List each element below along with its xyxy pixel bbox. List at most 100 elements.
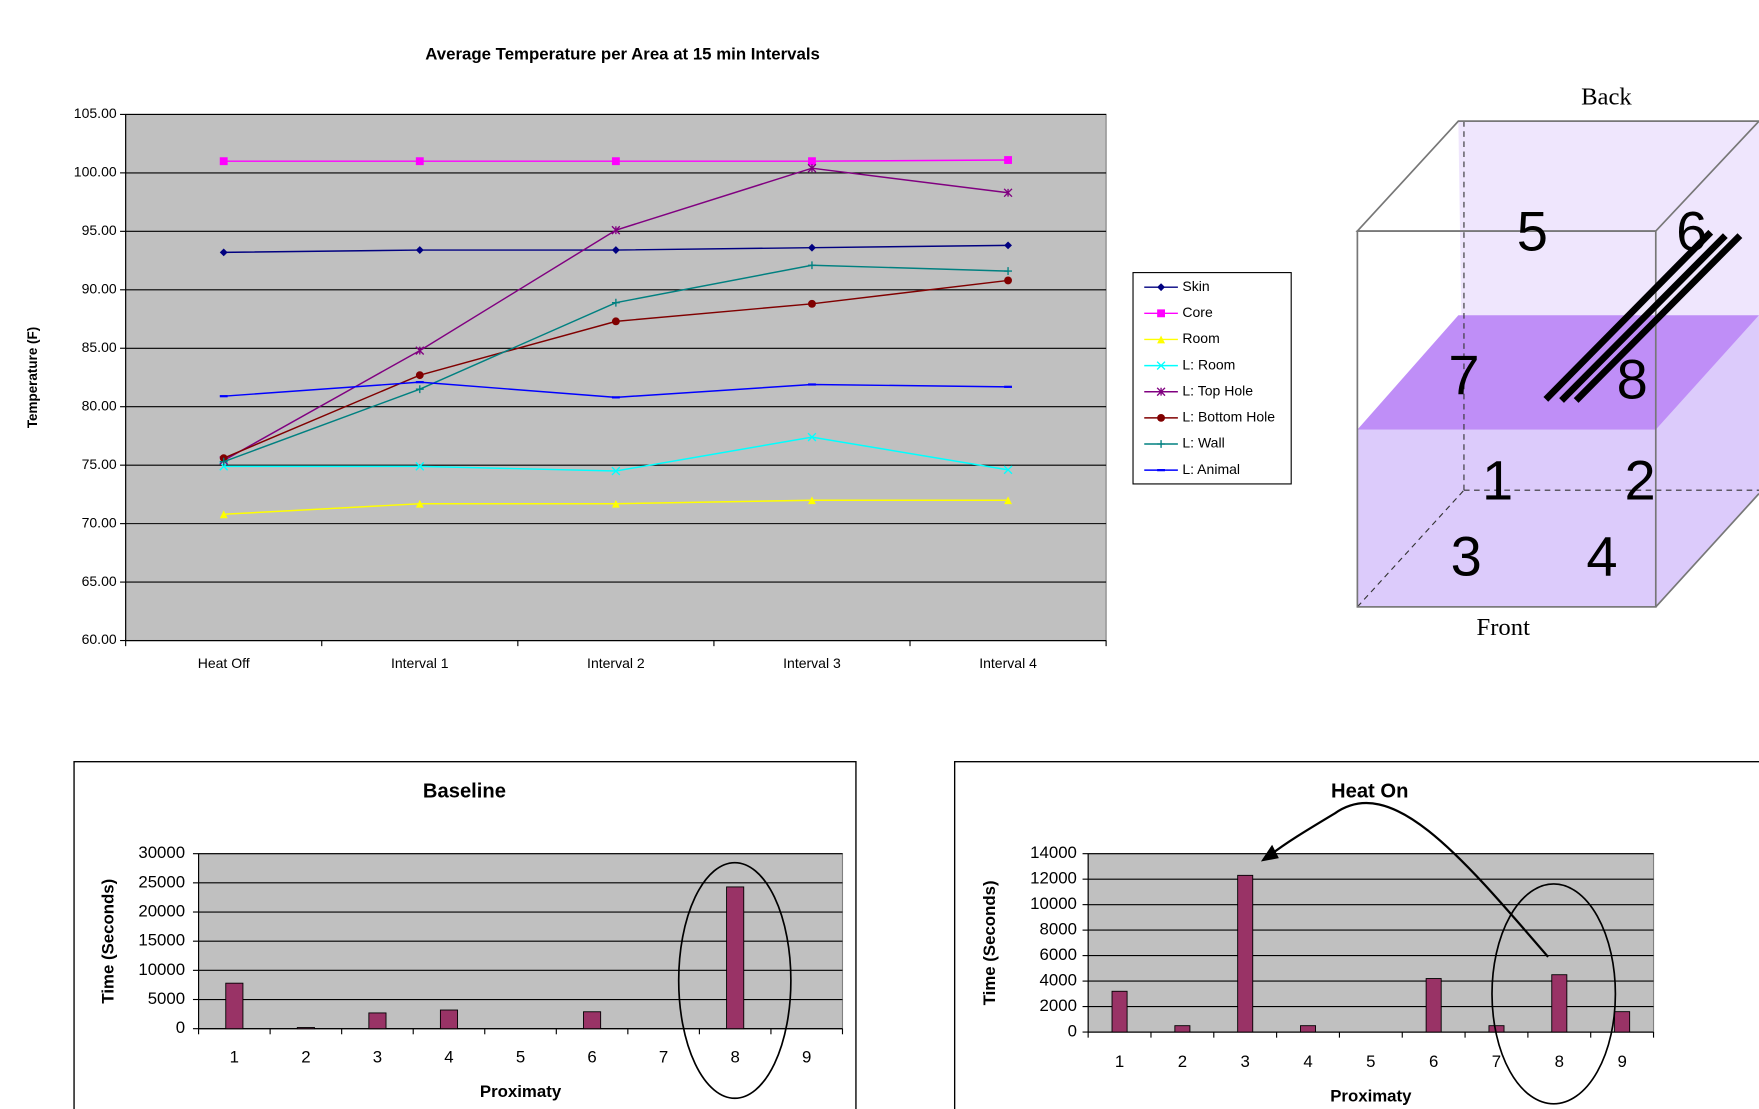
legend-label: Core — [1182, 304, 1213, 320]
bar — [1552, 975, 1567, 1032]
chart-title: Heat On — [1331, 780, 1408, 802]
chart-title: Average Temperature per Area at 15 min I… — [425, 44, 820, 63]
y-tick-label: 90.00 — [82, 280, 117, 296]
bar — [1175, 1026, 1190, 1032]
bar — [297, 1028, 314, 1029]
y-tick-label: 105.00 — [74, 105, 117, 121]
legend-label: L: Room — [1182, 356, 1235, 372]
plot-area — [1088, 854, 1653, 1032]
y-tick-label: 75.00 — [82, 456, 117, 472]
x-tick-label: Interval 4 — [979, 655, 1037, 671]
x-tick-label: 3 — [1241, 1052, 1250, 1071]
y-tick-label: 70.00 — [82, 514, 117, 530]
x-tick-label: 6 — [587, 1047, 596, 1066]
legend-label: L: Bottom Hole — [1182, 409, 1275, 425]
page: {"chart_data": [ {"type": "line", "title… — [0, 0, 1759, 1109]
bar — [1112, 991, 1127, 1032]
x-tick-label: 5 — [1366, 1052, 1375, 1071]
y-tick-label: 10000 — [138, 960, 185, 979]
y-tick-label: 95.00 — [82, 222, 117, 238]
front-label: Front — [1476, 614, 1530, 641]
x-tick-label: 7 — [1492, 1052, 1501, 1071]
x-tick-label: 1 — [230, 1047, 239, 1066]
marker — [612, 317, 620, 325]
marker — [416, 157, 424, 165]
x-tick-label: 2 — [1178, 1052, 1187, 1071]
legend-label: L: Top Hole — [1182, 382, 1253, 398]
x-tick-label: 1 — [1115, 1052, 1124, 1071]
y-tick-label: 6000 — [1040, 945, 1077, 964]
bar — [727, 887, 744, 1029]
x-tick-label: Interval 2 — [587, 655, 645, 671]
y-tick-label: 25000 — [138, 872, 185, 891]
plot-area — [126, 114, 1106, 640]
x-tick-label: 2 — [301, 1047, 310, 1066]
y-tick-label: 0 — [176, 1018, 185, 1037]
x-tick-label: Heat Off — [198, 655, 250, 671]
chart-line: Average Temperature per Area at 15 min I… — [25, 44, 1291, 670]
x-axis-label: Proximaty — [1330, 1087, 1412, 1106]
x-tick-label: 3 — [373, 1047, 382, 1066]
x-tick-label: 9 — [1617, 1052, 1626, 1071]
y-tick-label: 65.00 — [82, 573, 117, 589]
back-label: Back — [1581, 83, 1632, 110]
y-tick-label: 60.00 — [82, 631, 117, 647]
cage-diagram: 1 2 3 4 5 6 7 8 Back Front — [1357, 83, 1759, 641]
y-tick-label: 0 — [1068, 1021, 1077, 1040]
zone-label: 8 — [1617, 347, 1648, 410]
marker — [1004, 156, 1012, 164]
legend: Skin Core Room L: Room L: Top Hole L: Bottom … — [1133, 273, 1291, 484]
marker — [808, 300, 816, 308]
y-tick-label: 5000 — [148, 989, 185, 1008]
legend-label: L: Animal — [1182, 461, 1240, 477]
zone-label: 5 — [1517, 199, 1548, 262]
legend-label: L: Wall — [1182, 435, 1224, 451]
x-tick-label: 5 — [516, 1047, 525, 1066]
y-tick-label: 12000 — [1030, 869, 1077, 888]
y-tick-label: 100.00 — [74, 164, 117, 180]
bar — [1426, 979, 1441, 1033]
x-tick-label: 8 — [730, 1047, 739, 1066]
y-tick-label: 4000 — [1040, 971, 1077, 990]
zone-label: 6 — [1676, 199, 1707, 262]
y-tick-label: 20000 — [138, 901, 185, 920]
chart-bar: Baseline 0 5000 10000 15000 20000 25000 30000 1 2… — [98, 780, 842, 1101]
bar — [369, 1013, 386, 1029]
figure: 1 2 3 4 5 6 7 8 Back Front Average Tempe… — [0, 0, 1759, 1109]
chart-bar: Heat On020004000600080001000012000140001… — [980, 780, 1654, 1105]
zone-label: 1 — [1482, 448, 1513, 511]
legend-marker — [1157, 414, 1165, 422]
y-tick-label: 8000 — [1040, 920, 1077, 939]
x-tick-label: 4 — [444, 1047, 453, 1066]
zone-label: 4 — [1586, 525, 1617, 588]
y-axis-label: Time (Seconds) — [98, 879, 117, 1004]
x-tick-label: 7 — [659, 1047, 668, 1066]
y-tick-label: 85.00 — [82, 339, 117, 355]
bar — [583, 1012, 600, 1029]
legend-label: Skin — [1182, 278, 1209, 294]
y-tick-label: 15000 — [138, 931, 185, 950]
marker — [416, 371, 424, 379]
x-axis-label: Proximaty — [480, 1082, 562, 1101]
marker — [808, 157, 816, 165]
zone-label: 2 — [1624, 448, 1655, 511]
y-tick-label: 30000 — [138, 843, 185, 862]
chart-title: Baseline — [423, 780, 506, 802]
y-tick-label: 80.00 — [82, 397, 117, 413]
legend-label: Room — [1182, 330, 1219, 346]
x-tick-label: Interval 3 — [783, 655, 841, 671]
marker — [612, 157, 620, 165]
bar — [1489, 1026, 1504, 1032]
legend-marker — [1157, 309, 1165, 317]
bar — [1238, 875, 1253, 1032]
x-tick-label: Interval 1 — [391, 655, 449, 671]
y-tick-label: 2000 — [1040, 996, 1077, 1015]
y-axis-label: Time (Seconds) — [980, 880, 999, 1005]
marker — [220, 157, 228, 165]
zone-label: 3 — [1451, 525, 1482, 588]
bar — [440, 1010, 457, 1029]
x-tick-label: 8 — [1555, 1052, 1564, 1071]
bar — [226, 983, 243, 1028]
x-tick-label: 6 — [1429, 1052, 1438, 1071]
x-tick-label: 9 — [802, 1047, 811, 1066]
